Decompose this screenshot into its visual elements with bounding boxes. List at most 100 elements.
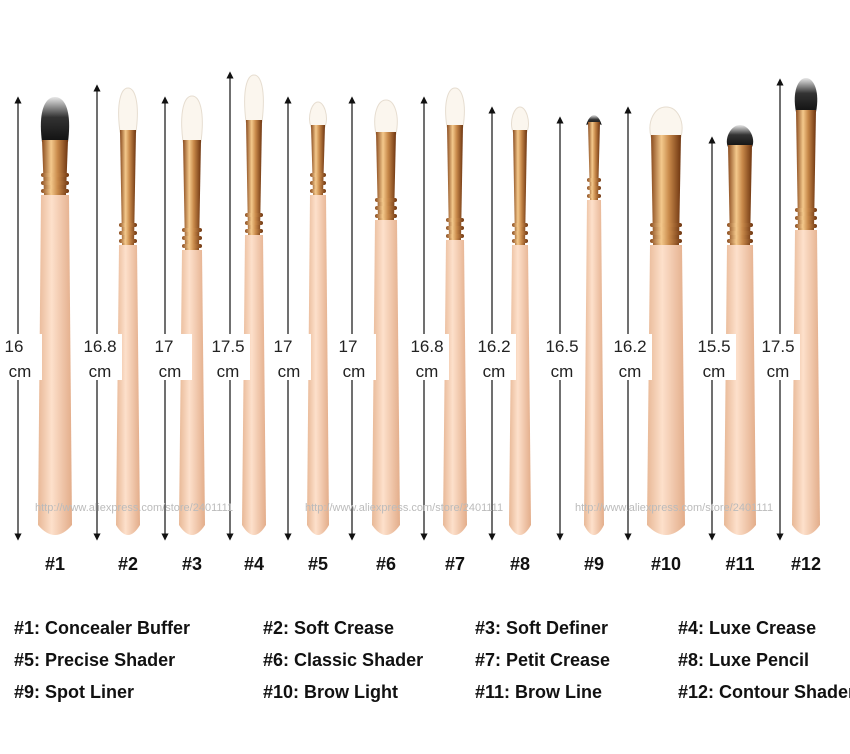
length-value: 17.5	[211, 337, 244, 356]
brush-ferrule	[246, 120, 262, 235]
length-unit: cm	[217, 362, 240, 381]
length-unit: cm	[416, 362, 439, 381]
ferrule-ring	[446, 234, 464, 238]
brush-ferrule	[42, 140, 68, 195]
label-bg	[271, 334, 311, 380]
ferrule-ring	[182, 244, 202, 248]
brush	[509, 106, 531, 535]
ferrule-ring	[182, 228, 202, 232]
brush-handle	[179, 250, 205, 535]
brush-bristles	[181, 95, 203, 143]
brush-number: #12	[791, 554, 821, 574]
ferrule-ring	[41, 181, 69, 185]
brush-handle	[724, 245, 756, 535]
brush-ferrule	[796, 110, 816, 230]
length-unit: cm	[9, 362, 32, 381]
ferrule-ring	[310, 189, 326, 193]
length-unit: cm	[767, 362, 790, 381]
brush-bristles	[244, 74, 264, 123]
ferrule-ring	[512, 223, 528, 227]
legend-item: #3: Soft Definer	[475, 618, 608, 638]
length-unit: cm	[619, 362, 642, 381]
length-value: 17	[339, 337, 358, 356]
brush	[116, 87, 140, 535]
ferrule-ring	[310, 173, 326, 177]
label-bg	[336, 334, 376, 380]
watermark: http://www.aliexpress.com/store/2401111	[575, 502, 773, 514]
ferrule-ring	[182, 236, 202, 240]
length-value: 16.2	[477, 337, 510, 356]
legend-item: #11: Brow Line	[475, 682, 602, 702]
brush-number: #4	[244, 554, 264, 574]
brush-bristles	[794, 78, 818, 112]
ferrule-ring	[795, 224, 817, 228]
ferrule-ring	[245, 221, 263, 225]
ferrule-ring	[795, 216, 817, 220]
legend-item: #7: Petit Crease	[475, 650, 610, 670]
length-unit: cm	[278, 362, 301, 381]
label-bg	[82, 334, 122, 380]
legend-item: #1: Concealer Buffer	[14, 618, 190, 638]
length-value: 17	[155, 337, 174, 356]
length-value: 16.2	[613, 337, 646, 356]
length-value: 17.5	[761, 337, 794, 356]
legend-item: #4: Luxe Crease	[678, 618, 816, 638]
label-bg	[210, 334, 250, 380]
ferrule-ring	[310, 181, 326, 185]
ferrule-ring	[446, 226, 464, 230]
legend-item: #5: Precise Shader	[14, 650, 175, 670]
length-value: 16.5	[545, 337, 578, 356]
legend-item: #9: Spot Liner	[14, 682, 134, 702]
ferrule-ring	[650, 223, 682, 227]
length-unit: cm	[703, 362, 726, 381]
label-bg	[544, 334, 584, 380]
ferrule-ring	[650, 231, 682, 235]
brush-handle	[584, 200, 604, 535]
brush-ferrule	[183, 140, 201, 250]
brush	[242, 74, 266, 535]
brush-handle	[307, 195, 329, 535]
brush-number: #2	[118, 554, 138, 574]
brush-bristles	[374, 99, 398, 135]
brush-handle	[38, 195, 72, 535]
brush	[647, 106, 685, 535]
length-value: 16	[5, 337, 24, 356]
brush-number: #7	[445, 554, 465, 574]
length-value: 15.5	[697, 337, 730, 356]
ferrule-ring	[587, 178, 601, 182]
legend-item: #10: Brow Light	[263, 682, 398, 702]
brush-handle	[792, 230, 820, 535]
label-bg	[476, 334, 516, 380]
brush-ferrule	[447, 125, 463, 240]
brush-number: #11	[725, 554, 754, 574]
brush-number: #3	[182, 554, 202, 574]
ferrule-ring	[119, 239, 137, 243]
brush-bristles	[445, 87, 465, 128]
brush-ferrule	[651, 135, 681, 245]
brush-handle	[242, 235, 266, 535]
legend-item: #2: Soft Crease	[263, 618, 394, 638]
ferrule-ring	[727, 239, 753, 243]
brush-number: #5	[308, 554, 328, 574]
brush	[38, 97, 72, 535]
ferrule-ring	[587, 186, 601, 190]
length-value: 16.8	[410, 337, 443, 356]
ferrule-ring	[119, 223, 137, 227]
brush-ferrule	[513, 130, 527, 245]
label-bg	[612, 334, 652, 380]
ferrule-ring	[512, 239, 528, 243]
brush	[179, 95, 205, 535]
brush-handle	[443, 240, 467, 535]
brush	[724, 125, 756, 535]
ferrule-ring	[587, 194, 601, 198]
ferrule-ring	[375, 198, 397, 202]
length-unit: cm	[89, 362, 112, 381]
brush	[307, 101, 329, 535]
label-bg	[409, 334, 449, 380]
brush-ferrule	[728, 145, 752, 245]
brush	[443, 87, 467, 535]
label-bg	[696, 334, 736, 380]
length-unit: cm	[159, 362, 182, 381]
brush	[372, 99, 400, 535]
